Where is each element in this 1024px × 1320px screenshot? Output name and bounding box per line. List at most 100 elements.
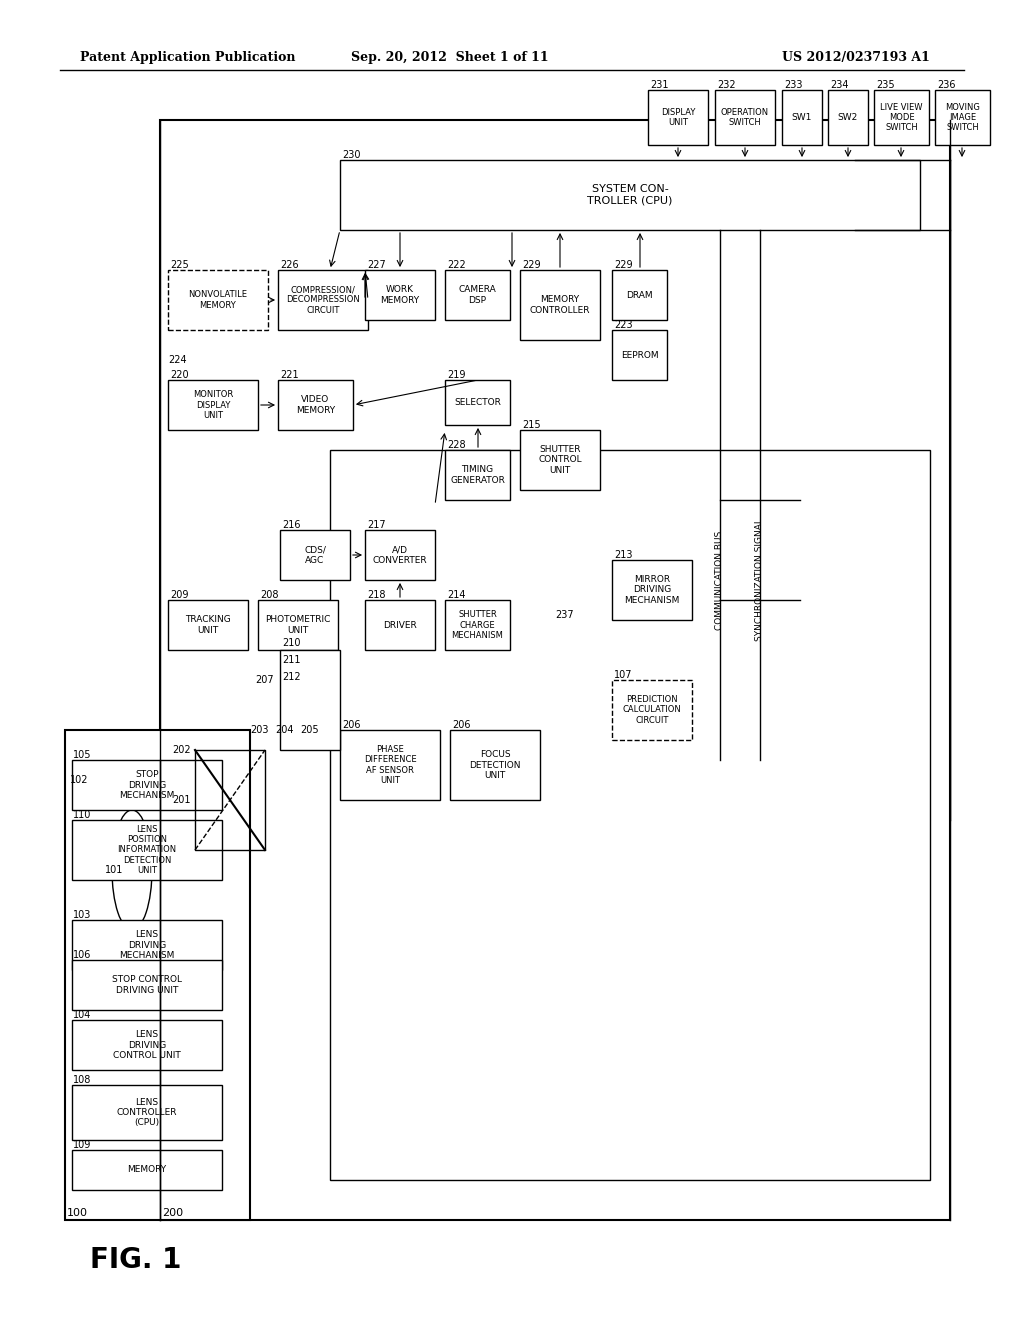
Text: FIG. 1: FIG. 1 (90, 1246, 181, 1274)
Text: MEMORY
CONTROLLER: MEMORY CONTROLLER (529, 296, 590, 314)
Bar (72, 1150, 222, 1191)
Text: Sep. 20, 2012  Sheet 1 of 11: Sep. 20, 2012 Sheet 1 of 11 (351, 51, 549, 65)
Text: PREDICTION
CALCULATION
CIRCUIT: PREDICTION CALCULATION CIRCUIT (623, 696, 681, 725)
Text: 227: 227 (367, 260, 386, 271)
Text: CAMERA
DSP: CAMERA DSP (459, 285, 497, 305)
Text: 100: 100 (67, 1208, 88, 1218)
Bar (365, 601, 435, 649)
Bar (715, 90, 775, 145)
Text: 106: 106 (73, 950, 91, 960)
Text: 231: 231 (650, 81, 669, 90)
Text: 224: 224 (168, 355, 186, 366)
Bar (612, 271, 667, 319)
Text: 211: 211 (282, 655, 300, 665)
Text: 208: 208 (260, 590, 279, 601)
Bar (648, 90, 708, 145)
Bar (72, 760, 222, 810)
Bar (365, 531, 435, 579)
Bar (935, 90, 990, 145)
Text: FOCUS
DETECTION
UNIT: FOCUS DETECTION UNIT (469, 750, 521, 780)
Bar (72, 1020, 222, 1071)
Bar (65, 730, 250, 1220)
Text: 225: 225 (170, 260, 188, 271)
Text: 237: 237 (555, 610, 573, 620)
Text: 229: 229 (614, 260, 633, 271)
Bar (168, 380, 258, 430)
Bar (782, 90, 822, 145)
Ellipse shape (112, 810, 152, 931)
Text: MEMORY: MEMORY (127, 1166, 167, 1175)
Bar (445, 450, 510, 500)
Text: 206: 206 (452, 719, 470, 730)
Text: 236: 236 (937, 81, 955, 90)
Text: 107: 107 (614, 671, 633, 680)
Bar (72, 1085, 222, 1140)
Text: 235: 235 (876, 81, 895, 90)
Text: MIRROR
DRIVING
MECHANISM: MIRROR DRIVING MECHANISM (625, 576, 680, 605)
Text: SYNCHRONIZATION SIGNAL: SYNCHRONIZATION SIGNAL (756, 519, 765, 642)
Bar (340, 160, 920, 230)
Bar (520, 430, 600, 490)
Text: SW1: SW1 (792, 114, 812, 121)
Text: 220: 220 (170, 370, 188, 380)
Bar (258, 601, 338, 649)
Text: NONVOLATILE
MEMORY: NONVOLATILE MEMORY (188, 290, 248, 310)
Bar (612, 330, 667, 380)
Text: 229: 229 (522, 260, 541, 271)
Bar (520, 271, 600, 341)
Text: SHUTTER
CHARGE
MECHANISM: SHUTTER CHARGE MECHANISM (452, 610, 504, 640)
Bar (445, 601, 510, 649)
Text: 200: 200 (162, 1208, 183, 1218)
Bar (278, 380, 353, 430)
Text: WORK
MEMORY: WORK MEMORY (381, 285, 420, 305)
Text: US 2012/0237193 A1: US 2012/0237193 A1 (782, 51, 930, 65)
Text: 204: 204 (275, 725, 294, 735)
Text: COMMUNICATION BUS: COMMUNICATION BUS (716, 531, 725, 630)
Text: 105: 105 (73, 750, 91, 760)
Bar (168, 601, 248, 649)
Text: 214: 214 (447, 590, 466, 601)
Text: 233: 233 (784, 81, 803, 90)
Bar (828, 90, 868, 145)
Text: 103: 103 (73, 909, 91, 920)
Text: 210: 210 (282, 638, 300, 648)
Text: PHASE
DIFFERENCE
AF SENSOR
UNIT: PHASE DIFFERENCE AF SENSOR UNIT (364, 744, 417, 785)
Text: 219: 219 (447, 370, 466, 380)
Text: 216: 216 (282, 520, 300, 531)
Bar (278, 271, 368, 330)
Bar (445, 271, 510, 319)
Text: DISPLAY
UNIT: DISPLAY UNIT (660, 108, 695, 127)
Text: 217: 217 (367, 520, 386, 531)
Text: OPERATION
SWITCH: OPERATION SWITCH (721, 108, 769, 127)
Text: 223: 223 (614, 319, 633, 330)
Text: 228: 228 (447, 440, 466, 450)
Text: EEPROM: EEPROM (621, 351, 658, 359)
Text: A/D
CONVERTER: A/D CONVERTER (373, 545, 427, 565)
Text: 104: 104 (73, 1010, 91, 1020)
Text: 108: 108 (73, 1074, 91, 1085)
Text: 101: 101 (105, 865, 123, 875)
Text: 102: 102 (70, 775, 88, 785)
Bar (612, 680, 692, 741)
Bar (280, 531, 350, 579)
Text: DRAM: DRAM (627, 290, 653, 300)
Text: 207: 207 (255, 675, 273, 685)
Text: 222: 222 (447, 260, 466, 271)
Text: 221: 221 (280, 370, 299, 380)
Text: VIDEO
MEMORY: VIDEO MEMORY (296, 395, 335, 414)
Text: MOVING
IMAGE
SWITCH: MOVING IMAGE SWITCH (945, 103, 980, 132)
Text: 230: 230 (342, 150, 360, 160)
Bar (72, 820, 222, 880)
Text: LENS
DRIVING
CONTROL UNIT: LENS DRIVING CONTROL UNIT (113, 1030, 181, 1060)
Bar (365, 271, 435, 319)
Bar (72, 960, 222, 1010)
Text: CDS/
AGC: CDS/ AGC (304, 545, 326, 565)
Text: COMPRESSION/
DECOMPRESSION
CIRCUIT: COMPRESSION/ DECOMPRESSION CIRCUIT (286, 285, 359, 315)
Text: 232: 232 (717, 81, 735, 90)
Text: SYSTEM CON-
TROLLER (CPU): SYSTEM CON- TROLLER (CPU) (588, 185, 673, 206)
Bar (72, 920, 222, 970)
Bar (168, 271, 268, 330)
Text: 110: 110 (73, 810, 91, 820)
Text: 201: 201 (172, 795, 190, 805)
Text: TIMING
GENERATOR: TIMING GENERATOR (451, 465, 505, 484)
